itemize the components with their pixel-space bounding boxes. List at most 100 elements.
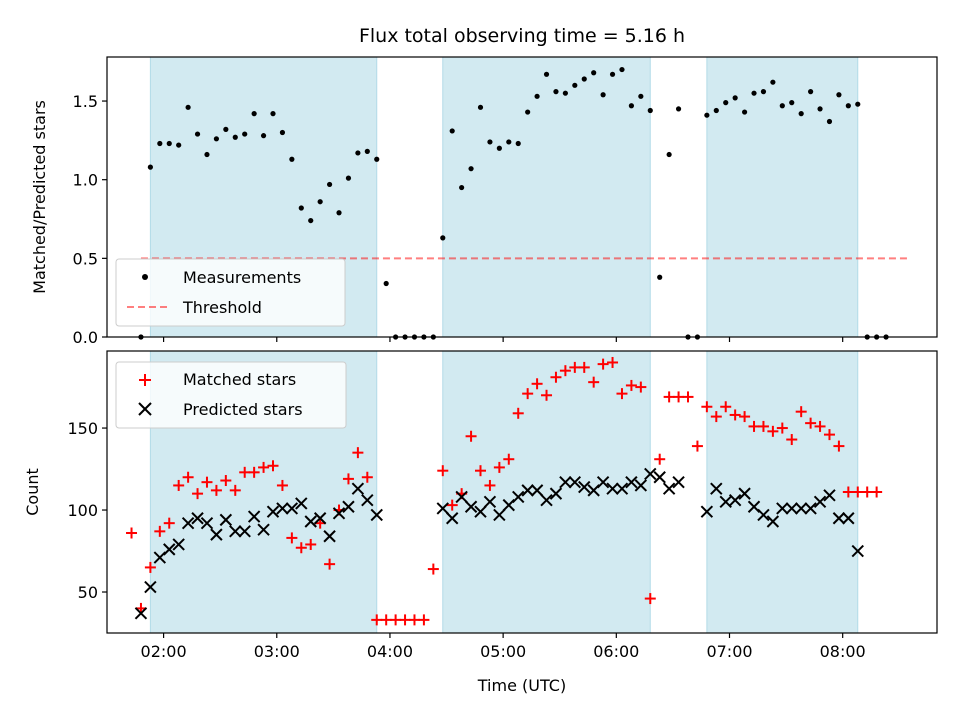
predicted-marker-stroke	[219, 513, 233, 527]
measurement-point	[232, 134, 238, 140]
bottom-axes-frame	[106, 350, 938, 634]
measurement-point	[506, 139, 512, 145]
predicted-star-point	[653, 471, 666, 484]
predicted-marker-stroke	[266, 505, 280, 518]
predicted-star-point	[776, 502, 789, 515]
matched-star-point	[295, 542, 307, 554]
predicted-star-point	[493, 508, 506, 522]
matched-star-point	[408, 614, 420, 626]
predicted-marker-stroke	[719, 495, 732, 509]
measurement-point	[355, 150, 361, 156]
matched-star-point	[210, 484, 222, 496]
matched-star-point	[861, 486, 873, 498]
predicted-star-point	[710, 482, 723, 495]
predicted-marker-stroke	[662, 482, 676, 495]
predicted-star-point	[540, 493, 553, 507]
measurement-point	[496, 145, 502, 151]
predicted-star-point	[238, 525, 251, 538]
legend-measurements-label: Measurements	[183, 268, 301, 287]
bottom-x-tick-label: 04:00	[367, 642, 413, 661]
predicted-star-point	[361, 493, 374, 507]
predicted-star-point	[163, 543, 176, 556]
predicted-star-point	[644, 467, 657, 481]
matched-star-point	[144, 561, 156, 573]
matched-star-point	[871, 486, 883, 498]
measurement-point	[845, 103, 851, 109]
predicted-marker-stroke	[549, 487, 563, 500]
matched-star-point	[701, 401, 713, 413]
measurement-point	[619, 66, 625, 73]
matched-star-point	[739, 411, 751, 423]
predicted-star-point	[766, 515, 780, 528]
predicted-star-point	[634, 479, 648, 492]
measurement-point	[657, 274, 663, 280]
predicted-star-point	[606, 482, 619, 495]
predicted-marker-stroke	[757, 508, 770, 522]
matched-star-point	[437, 465, 449, 477]
predicted-marker-stroke	[738, 487, 751, 500]
matched-star-point	[578, 361, 590, 373]
bottom-x-ticks: 02:00 03:00 04:00 05:00 06:00 07:00 08:00	[141, 633, 866, 661]
bottom-y-ticks: 50 100 150	[67, 419, 107, 602]
matched-star-point	[380, 614, 392, 626]
predicted-star-point	[332, 507, 346, 520]
matched-star-point	[522, 388, 534, 400]
predicted-marker-stroke	[351, 482, 365, 495]
predicted-marker-stroke	[710, 482, 723, 495]
matched-star-point	[559, 365, 571, 377]
predicted-star-point	[842, 512, 855, 525]
predicted-star-point	[785, 502, 798, 515]
measurement-point	[779, 103, 785, 109]
measurement-point	[638, 93, 644, 99]
predicted-marker-stroke	[578, 480, 591, 494]
predicted-marker-stroke	[181, 516, 195, 530]
measurement-point	[326, 181, 333, 188]
matched-star-point	[625, 379, 637, 391]
measurement-point	[723, 100, 729, 106]
measurement-point	[789, 100, 795, 106]
chart-title: Flux total observing time = 5.16 h	[359, 25, 685, 47]
matched-star-point	[814, 420, 826, 432]
measurement-point	[525, 109, 531, 115]
matched-star-point	[361, 471, 373, 483]
bottom-shaded-interval	[706, 350, 859, 634]
matched-star-point	[267, 460, 279, 472]
predicted-marker-stroke	[332, 507, 346, 520]
matched-star-point	[805, 417, 817, 429]
predicted-marker-stroke	[464, 500, 478, 513]
bottom-y-axis-label: Count	[23, 468, 42, 516]
matched-star-point	[550, 371, 562, 383]
matched-star-point	[767, 425, 779, 437]
predicted-marker-stroke	[700, 505, 714, 518]
predicted-star-point	[295, 497, 308, 510]
predicted-marker-stroke	[832, 512, 846, 525]
measurement-point	[308, 217, 314, 224]
predicted-marker-stroke	[634, 479, 648, 492]
predicted-marker-stroke	[285, 502, 299, 515]
top-y-tick-label: 0.0	[73, 328, 98, 347]
measurement-point	[666, 151, 672, 158]
measurement-point	[581, 76, 587, 82]
measurement-point	[147, 164, 153, 170]
legend-predicted-label: Predicted stars	[183, 400, 303, 419]
predicted-marker-stroke	[200, 516, 214, 530]
matched-star-point	[248, 466, 260, 478]
predicted-star-point	[615, 482, 629, 495]
measurement-point	[279, 129, 286, 136]
matched-star-point	[475, 465, 486, 477]
measurement-point	[647, 107, 653, 114]
predicted-marker-stroke	[842, 512, 855, 525]
predicted-star-point	[512, 490, 525, 504]
measurement-point	[317, 199, 323, 205]
matched-star-point	[229, 484, 241, 496]
predicted-star-point	[596, 475, 610, 489]
bottom-points	[126, 356, 883, 626]
measurement-point	[213, 136, 220, 142]
measurement-point	[487, 139, 493, 145]
legend-predicted-marker	[138, 402, 152, 416]
matched-star-point	[654, 453, 666, 465]
predicted-marker-stroke	[776, 502, 789, 515]
bottom-y-tick-label: 50	[78, 583, 98, 602]
